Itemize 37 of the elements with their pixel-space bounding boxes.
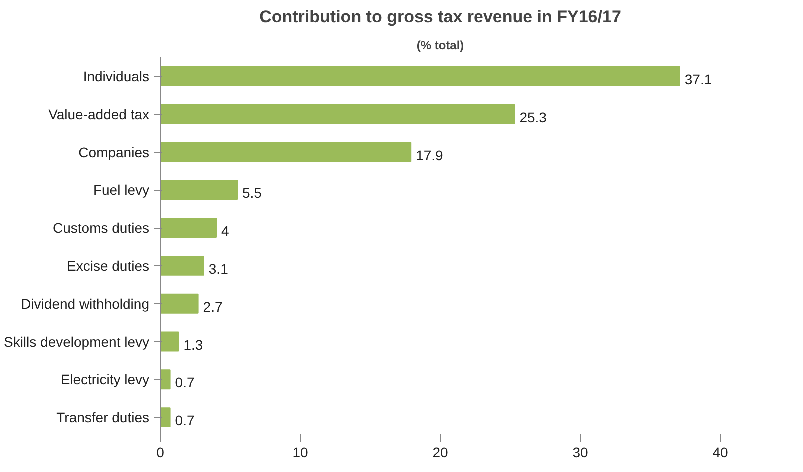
bar [160, 66, 680, 86]
y-tick-label: Companies [78, 144, 150, 160]
bar [160, 218, 217, 238]
bar [160, 104, 516, 124]
data-label: 5.5 [242, 185, 262, 202]
x-tick-label: 0 [156, 444, 165, 460]
bar [160, 180, 238, 200]
bar [160, 294, 199, 314]
data-label: 2.7 [203, 298, 223, 315]
chart-subtitle: (% total) [416, 38, 464, 52]
bar [160, 370, 171, 390]
data-label: 37.1 [684, 71, 712, 88]
x-tick-label: 40 [712, 444, 728, 460]
data-label: 25.3 [520, 109, 548, 126]
data-label: 4 [222, 223, 230, 240]
y-tick-label: Dividend withholding [21, 296, 150, 312]
bar [160, 142, 412, 162]
y-tick-label: Individuals [83, 68, 150, 84]
y-tick-label: Skills development levy [4, 334, 150, 350]
x-tick-label: 10 [292, 444, 308, 460]
chart-title: Contribution to gross tax revenue in FY16/17 [260, 8, 622, 26]
x-tick-label: 30 [572, 444, 588, 460]
y-tick-label: Transfer duties [56, 410, 150, 426]
y-tick-label: Fuel levy [93, 182, 150, 198]
data-label: 1.3 [184, 336, 204, 353]
y-tick-label: Excise duties [67, 258, 150, 274]
bar [160, 332, 180, 352]
data-label: 0.7 [175, 412, 195, 429]
data-label: 17.9 [416, 147, 444, 164]
x-tick-label: 20 [432, 444, 448, 460]
data-label: 0.7 [175, 374, 195, 391]
y-tick-label: Customs duties [53, 220, 150, 236]
y-tick-label: Value-added tax [48, 106, 150, 122]
bar [160, 408, 171, 428]
bar [160, 256, 204, 276]
data-label: 3.1 [208, 260, 229, 277]
y-tick-label: Electricity levy [60, 372, 150, 388]
